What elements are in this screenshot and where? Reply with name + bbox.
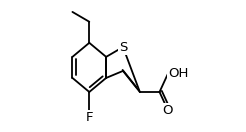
Text: S: S (119, 41, 127, 54)
Text: F: F (86, 111, 93, 124)
Text: OH: OH (168, 67, 188, 80)
Text: O: O (163, 104, 173, 117)
